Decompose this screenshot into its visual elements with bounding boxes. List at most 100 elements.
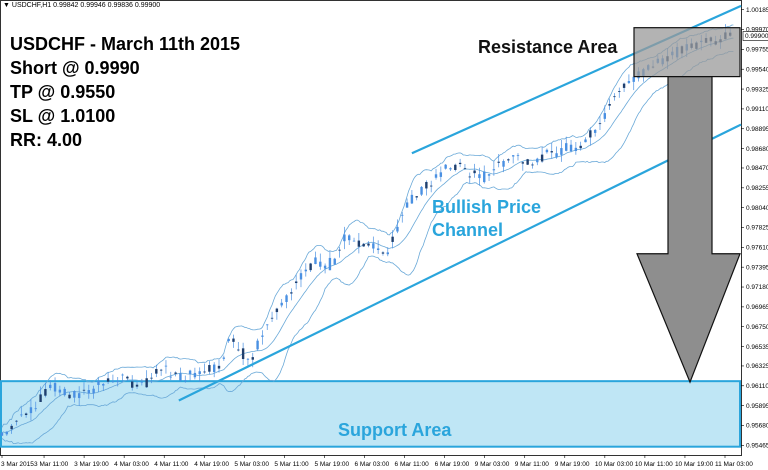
- candle-body: [0, 432, 4, 436]
- x-tick-label: 10 Mar 03:00: [595, 461, 634, 468]
- candle-body: [116, 380, 119, 383]
- y-tick-label: 0.96750: [746, 324, 768, 331]
- trade-take-profit: TP @ 0.9550: [10, 82, 116, 102]
- candle-body: [468, 176, 471, 178]
- candle-body: [352, 240, 356, 242]
- dropdown-triangle-icon[interactable]: ▼: [3, 2, 10, 9]
- candle-body: [97, 380, 100, 385]
- candle-body: [198, 371, 201, 375]
- candle-body: [565, 143, 568, 151]
- x-tick-label: 10 Mar 19:00: [675, 461, 714, 468]
- candle-body: [77, 393, 81, 399]
- candle-body: [507, 159, 510, 161]
- y-tick-label: 0.97610: [746, 245, 768, 252]
- candle-body: [131, 381, 134, 388]
- candle-body: [319, 261, 322, 267]
- candle-body: [82, 389, 86, 391]
- candle-body: [376, 248, 380, 250]
- candle-body: [401, 214, 404, 216]
- x-tick-label: 11 Mar 03:00: [715, 461, 753, 468]
- y-tick-label: 0.98680: [746, 146, 768, 153]
- candle-body: [106, 378, 110, 382]
- y-tick-label: 1.00185: [746, 7, 768, 14]
- candle-body: [632, 76, 635, 82]
- short-trade-arrow: [636, 76, 741, 384]
- candle-body: [256, 340, 259, 350]
- current-price-tag: [742, 31, 768, 41]
- channel-label-line-1: Bullish Price: [432, 197, 541, 217]
- candle-body: [251, 357, 254, 360]
- candle-body: [396, 226, 399, 232]
- candle-body: [290, 292, 293, 294]
- x-tick-label: 4 Mar 03:00: [114, 461, 149, 468]
- x-tick-label: 9 Mar 19:00: [555, 461, 590, 468]
- candle-body: [174, 372, 177, 374]
- y-tick-label: 0.97395: [746, 264, 768, 271]
- y-tick-label: 0.96325: [746, 363, 768, 370]
- candle-body: [323, 265, 327, 269]
- candle-body: [102, 383, 105, 386]
- candle-body: [135, 384, 139, 387]
- candle-body: [531, 164, 534, 166]
- candle-body: [579, 145, 582, 149]
- y-tick-label: 0.99970: [746, 27, 768, 34]
- x-tick-label: 3 Mar 19:00: [74, 461, 109, 468]
- candle-body: [444, 164, 447, 169]
- channel-label-line-2: Channel: [432, 220, 503, 240]
- candle-body: [15, 420, 18, 422]
- candle-body: [150, 377, 153, 379]
- candle-body: [164, 365, 168, 367]
- candle-body: [275, 308, 279, 313]
- x-tick-label: 5 Mar 03:00: [234, 461, 269, 468]
- candle-body: [560, 148, 563, 155]
- candle-body: [49, 384, 52, 388]
- candle-body: [473, 170, 476, 174]
- band-upper: [1, 24, 734, 428]
- resistance-area-label: Resistance Area: [478, 37, 618, 57]
- chart-annotations: Resistance Area Bullish Price Channel Su…: [338, 37, 618, 440]
- candle-body: [241, 348, 245, 360]
- candle-body: [266, 324, 269, 326]
- bollinger-bands: [1, 24, 734, 445]
- candle-body: [188, 370, 192, 375]
- candle-body: [246, 358, 250, 360]
- x-tick-label: 3 Mar 11:00: [34, 461, 69, 468]
- candle-body: [304, 269, 308, 272]
- trade-title: USDCHF - March 11th 2015: [10, 34, 241, 54]
- candle-body: [309, 263, 312, 271]
- trade-info: USDCHF - March 11th 2015 Short @ 0.9990 …: [10, 32, 240, 152]
- candle-body: [314, 257, 317, 265]
- candle-body: [608, 104, 611, 106]
- ohlc-values: 0.99842 0.99946 0.99836 0.99900: [53, 2, 161, 9]
- candle-body: [511, 155, 515, 157]
- candle-body: [516, 155, 520, 157]
- candle-body: [603, 113, 606, 119]
- resistance-area-rect: [633, 27, 741, 78]
- candle-body: [111, 381, 115, 383]
- candle-body: [540, 154, 544, 162]
- candle-body: [593, 129, 597, 133]
- trade-stop-loss: SL @ 1.0100: [10, 106, 116, 126]
- y-tick-label: 0.96535: [746, 344, 768, 351]
- candle-body: [348, 235, 351, 241]
- x-tick-label: 3 Mar 2015: [1, 461, 34, 468]
- candle-body: [420, 186, 423, 195]
- candle-body: [44, 389, 47, 396]
- candle-body: [24, 413, 28, 416]
- x-tick-label: 4 Mar 19:00: [194, 461, 229, 468]
- candle-body: [545, 149, 549, 153]
- candle-body: [212, 364, 216, 373]
- resistance-area-zone: [633, 27, 741, 78]
- candle-body: [63, 388, 66, 396]
- candle-body: [10, 425, 13, 430]
- y-tick-label: 0.98255: [746, 185, 768, 192]
- candle-body: [145, 378, 148, 388]
- y-tick-label: 0.98470: [746, 165, 768, 172]
- y-tick-label: 0.99325: [746, 86, 768, 93]
- candle-body: [526, 159, 529, 165]
- support-area-zone: [0, 380, 741, 448]
- candle-body: [410, 194, 414, 204]
- y-tick-label: 0.95895: [746, 403, 768, 410]
- candle-body: [618, 91, 621, 92]
- candle-body: [497, 161, 500, 163]
